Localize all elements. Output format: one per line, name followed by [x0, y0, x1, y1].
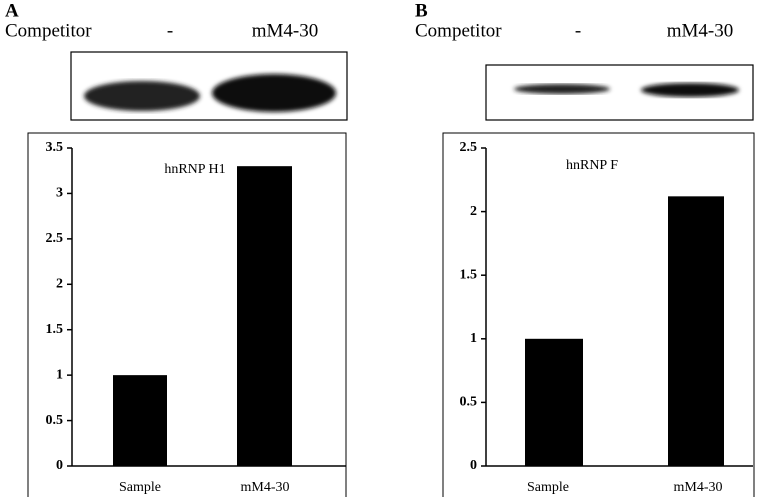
panel-label: A — [5, 0, 19, 21]
blot-band — [212, 74, 336, 112]
y-tick-label: 0 — [470, 458, 477, 473]
y-tick-label: 3.5 — [46, 140, 64, 155]
blot-band — [84, 81, 200, 111]
y-tick-label: 0.5 — [46, 413, 64, 428]
lane-label: - — [575, 20, 581, 41]
bar — [113, 375, 167, 466]
y-tick-label: 0.5 — [460, 395, 478, 410]
row-label: Competitor — [5, 20, 92, 41]
y-tick-label: 1 — [470, 331, 477, 346]
blot-frame — [70, 51, 348, 121]
x-tick-label: mM4-30 — [674, 480, 723, 495]
y-tick-label: 2.5 — [460, 140, 478, 155]
bar — [668, 196, 724, 466]
x-tick-label: Sample — [119, 480, 161, 495]
y-tick-label: 3 — [56, 186, 63, 201]
y-tick-label: 2 — [56, 277, 63, 292]
lane-label: - — [167, 20, 173, 41]
panel-label: B — [415, 0, 428, 21]
blot-band — [641, 83, 739, 97]
y-tick-label: 1.5 — [46, 322, 64, 337]
y-tick-label: 1 — [56, 367, 63, 382]
chart-frame — [27, 132, 347, 497]
x-tick-label: Sample — [527, 480, 569, 495]
chart-title: hnRNP F — [566, 158, 618, 173]
blot-band — [514, 84, 610, 94]
row-label: Competitor — [415, 20, 502, 41]
chart-title: hnRNP H1 — [164, 162, 225, 177]
lane-label: mM4-30 — [252, 20, 319, 41]
y-tick-label: 2.5 — [46, 231, 64, 246]
blot-frame — [485, 64, 754, 121]
chart-frame — [442, 132, 755, 497]
bar — [237, 166, 292, 466]
x-tick-label: mM4-30 — [241, 480, 290, 495]
y-tick-label: 2 — [470, 204, 477, 219]
bar — [525, 338, 583, 466]
y-tick-label: 1.5 — [460, 267, 478, 282]
lane-label: mM4-30 — [667, 20, 734, 41]
y-tick-label: 0 — [56, 458, 63, 473]
